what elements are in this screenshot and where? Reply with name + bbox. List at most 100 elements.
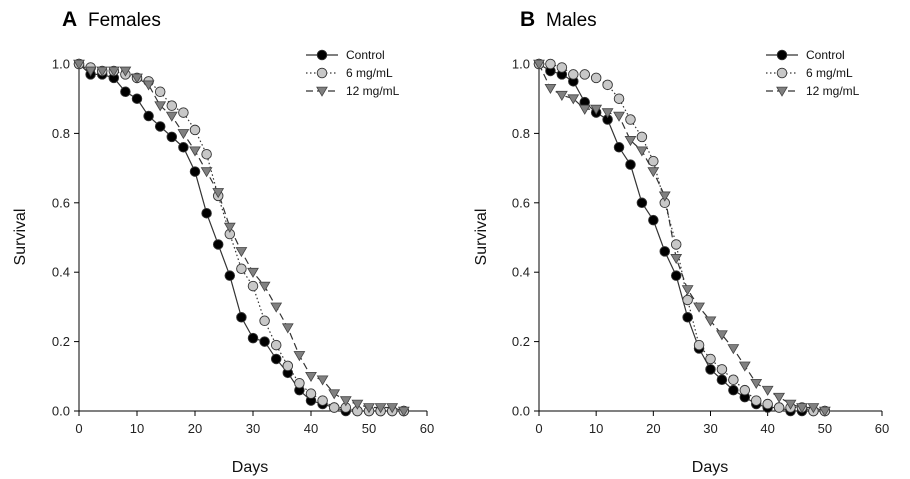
- y-tick-label: 0.6: [52, 195, 70, 210]
- data-point: [761, 385, 774, 396]
- data-point: [305, 388, 317, 399]
- data-point: [316, 375, 329, 386]
- x-tick-label: 50: [818, 421, 832, 436]
- legend-marker: [776, 49, 788, 61]
- data-point: [178, 142, 189, 153]
- x-tick-label: 50: [362, 421, 376, 436]
- y-tick-label: 0.8: [512, 126, 530, 141]
- data-point: [259, 336, 270, 347]
- data-point: [328, 389, 341, 400]
- data-point: [107, 66, 120, 77]
- series-line-6-mg-ml: [78, 63, 404, 412]
- data-point: [602, 79, 613, 91]
- data-point: [624, 136, 637, 147]
- legend-label: 12 mg/mL: [346, 84, 400, 98]
- data-point: [601, 108, 614, 119]
- data-point: [73, 59, 85, 70]
- data-point: [567, 94, 580, 105]
- data-point: [247, 332, 259, 344]
- data-point: [647, 167, 660, 178]
- x-axis-title: Days: [692, 459, 728, 476]
- x-tick-label: 20: [646, 421, 660, 436]
- data-point: [131, 93, 143, 104]
- data-point: [305, 371, 317, 383]
- data-point: [223, 222, 236, 233]
- series-line-control: [538, 63, 825, 412]
- y-tick-label: 0.8: [52, 126, 70, 141]
- legend-marker: [316, 49, 328, 61]
- data-point: [670, 254, 683, 265]
- data-point: [189, 146, 201, 157]
- data-point: [224, 270, 236, 281]
- data-point: [270, 339, 282, 351]
- y-tick-label: 1.0: [512, 57, 530, 72]
- data-point: [681, 285, 694, 296]
- legend-marker: [776, 67, 788, 79]
- data-point: [716, 364, 728, 375]
- series-layer: [73, 58, 410, 417]
- data-point: [578, 104, 591, 115]
- data-point: [247, 280, 259, 292]
- data-point: [773, 392, 785, 403]
- data-point: [807, 403, 820, 414]
- y-tick-label: 0.0: [512, 404, 530, 419]
- data-point: [704, 316, 717, 327]
- panel-males: B Males Days Survival 0 10 20 30 40 50 60 0.0 0.…: [473, 8, 889, 476]
- series-line-12-mg-ml: [78, 63, 404, 412]
- data-point: [636, 146, 648, 157]
- data-point: [670, 270, 682, 281]
- data-point: [716, 374, 728, 386]
- x-tick-label: 20: [188, 421, 202, 436]
- panel-letter: B: [520, 8, 535, 31]
- data-point: [739, 384, 751, 396]
- data-point: [235, 247, 248, 258]
- data-point: [154, 86, 166, 98]
- legend-marker: [316, 67, 328, 79]
- legend-label: 12 mg/mL: [806, 84, 860, 98]
- data-point: [189, 124, 201, 136]
- data-point: [727, 344, 740, 355]
- panel-title: Males: [546, 10, 597, 31]
- data-point: [177, 129, 190, 140]
- data-point: [374, 403, 387, 414]
- data-point: [339, 396, 352, 407]
- legend-label: Control: [806, 48, 845, 62]
- legend-label: 6 mg/mL: [806, 66, 853, 80]
- y-tick-label: 1.0: [52, 57, 70, 72]
- series-line-control: [78, 63, 404, 412]
- data-point: [154, 101, 167, 112]
- data-point: [613, 111, 625, 122]
- data-point: [705, 364, 716, 375]
- x-tick-label: 40: [304, 421, 318, 436]
- data-point: [131, 73, 143, 84]
- data-point: [648, 155, 659, 167]
- data-point: [351, 399, 364, 410]
- data-point: [682, 312, 693, 323]
- data-point: [773, 402, 785, 413]
- x-tick-label: 40: [760, 421, 774, 436]
- x-tick-label: 10: [589, 421, 603, 436]
- y-axis-title: Survival: [12, 209, 29, 266]
- x-tick-label: 30: [703, 421, 717, 436]
- x-tick-label: 60: [420, 421, 434, 436]
- data-point: [84, 66, 97, 77]
- data-point: [693, 339, 705, 351]
- legend: Control 6 mg/mL 12 mg/mL: [306, 48, 400, 98]
- data-point: [818, 406, 831, 417]
- data-point: [556, 62, 568, 73]
- data-point: [728, 374, 739, 386]
- data-point: [750, 378, 763, 389]
- data-point: [386, 403, 399, 414]
- data-point: [682, 294, 693, 306]
- data-point: [693, 302, 705, 313]
- data-point: [201, 207, 212, 219]
- data-point: [728, 384, 739, 396]
- data-point: [544, 83, 557, 95]
- data-point: [363, 403, 375, 414]
- data-point: [282, 360, 294, 372]
- data-point: [533, 59, 545, 70]
- data-point: [294, 377, 305, 389]
- data-point: [236, 312, 247, 323]
- legend-marker: [776, 86, 788, 97]
